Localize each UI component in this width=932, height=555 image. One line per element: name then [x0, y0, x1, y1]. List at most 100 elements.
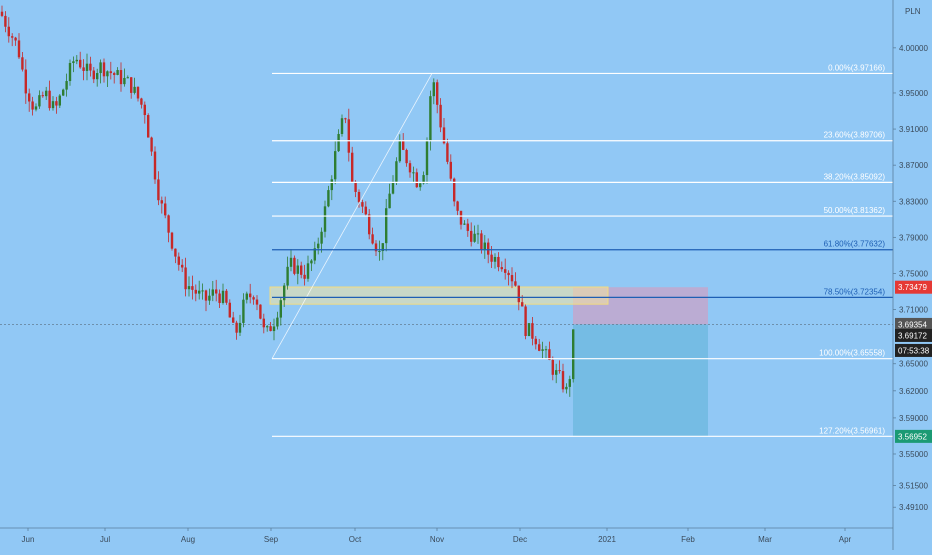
candle-body [38, 95, 41, 107]
candle-body [58, 95, 61, 106]
candle-body [558, 370, 561, 372]
candle [28, 88, 31, 112]
candle [561, 363, 565, 393]
candle [351, 146, 354, 183]
candle [153, 146, 157, 184]
candle [157, 171, 160, 206]
candle-body [272, 326, 276, 332]
candle-body [133, 86, 136, 93]
fib-level-label: 50.00%(3.81362) [824, 206, 886, 215]
candle [255, 295, 259, 311]
candle [208, 288, 211, 305]
candle-body [7, 26, 10, 37]
candle-body [225, 290, 228, 303]
candle-body [534, 338, 537, 345]
candle-body [221, 290, 225, 303]
candle-body [170, 232, 174, 249]
price-badge-text: 3.69354 [898, 320, 927, 329]
candle [415, 168, 418, 189]
candle-body [204, 290, 208, 301]
candle [293, 255, 296, 276]
candle [568, 375, 571, 397]
candle [507, 270, 510, 286]
candle-body [524, 306, 527, 337]
candle [198, 280, 201, 300]
candle-body [344, 118, 347, 120]
candle [249, 283, 252, 304]
candle [320, 227, 323, 253]
candle-body [116, 70, 119, 75]
candle [296, 259, 299, 285]
y-tick-label: 3.91000 [899, 125, 928, 134]
candle-body [0, 11, 4, 16]
candle-body [55, 101, 58, 106]
candle [238, 314, 242, 336]
candle-body [113, 73, 116, 75]
candle-body [85, 63, 89, 71]
candle [0, 5, 4, 18]
candle [11, 33, 14, 47]
candle-body [21, 57, 24, 70]
price-badge: 3.69172 [895, 328, 932, 342]
candle [164, 196, 167, 219]
candle-body [45, 90, 48, 97]
candle-body [330, 179, 333, 191]
candle [82, 59, 85, 81]
candle [541, 341, 544, 359]
candle [385, 199, 388, 252]
candle-body [153, 151, 157, 180]
x-tick-label: Jul [100, 535, 110, 544]
candle [262, 313, 265, 334]
fib-level-label: 23.60%(3.89706) [824, 131, 886, 140]
candle [388, 183, 391, 209]
candle-body [483, 242, 486, 250]
x-tick-label: Sep [264, 535, 279, 544]
candle [317, 237, 320, 255]
candle-body [507, 272, 510, 276]
candle [442, 118, 446, 145]
price-badge-bg [895, 429, 932, 443]
candle [449, 154, 452, 181]
candle [548, 341, 551, 361]
candle [201, 283, 204, 300]
candle [534, 336, 537, 350]
candle-body [500, 267, 503, 270]
candle [150, 136, 153, 156]
resistance-zone [269, 286, 609, 305]
y-tick-label: 4.00000 [899, 44, 928, 53]
candle-body [466, 223, 469, 231]
candle-body [487, 242, 490, 255]
candle [89, 56, 92, 77]
candle-body [388, 193, 391, 209]
candle-body [398, 140, 401, 162]
candle-body [405, 149, 408, 164]
candle [55, 96, 58, 114]
y-tick-label: 3.49100 [899, 503, 928, 512]
candle [381, 243, 384, 261]
candle-body [262, 318, 265, 328]
candle [473, 225, 476, 243]
candle-body [79, 59, 82, 68]
candle-body [395, 161, 398, 182]
price-badge-text: 3.73479 [898, 283, 927, 292]
candle [48, 80, 51, 111]
candle-body [565, 386, 568, 390]
candle [459, 210, 463, 230]
candle [211, 280, 214, 302]
candle [109, 61, 112, 80]
candle [221, 283, 225, 305]
candle [51, 96, 55, 111]
candle-body [201, 290, 204, 292]
candle [113, 71, 116, 84]
y-tick-label: 3.83000 [899, 197, 928, 206]
candle-body [136, 86, 140, 99]
candle [252, 295, 255, 305]
candle-body [65, 81, 68, 90]
candle-body [92, 70, 95, 80]
price-badge-bg [895, 328, 932, 342]
candle-body [147, 115, 150, 138]
price-badge: 3.73479 [895, 280, 932, 294]
candle [371, 227, 374, 245]
